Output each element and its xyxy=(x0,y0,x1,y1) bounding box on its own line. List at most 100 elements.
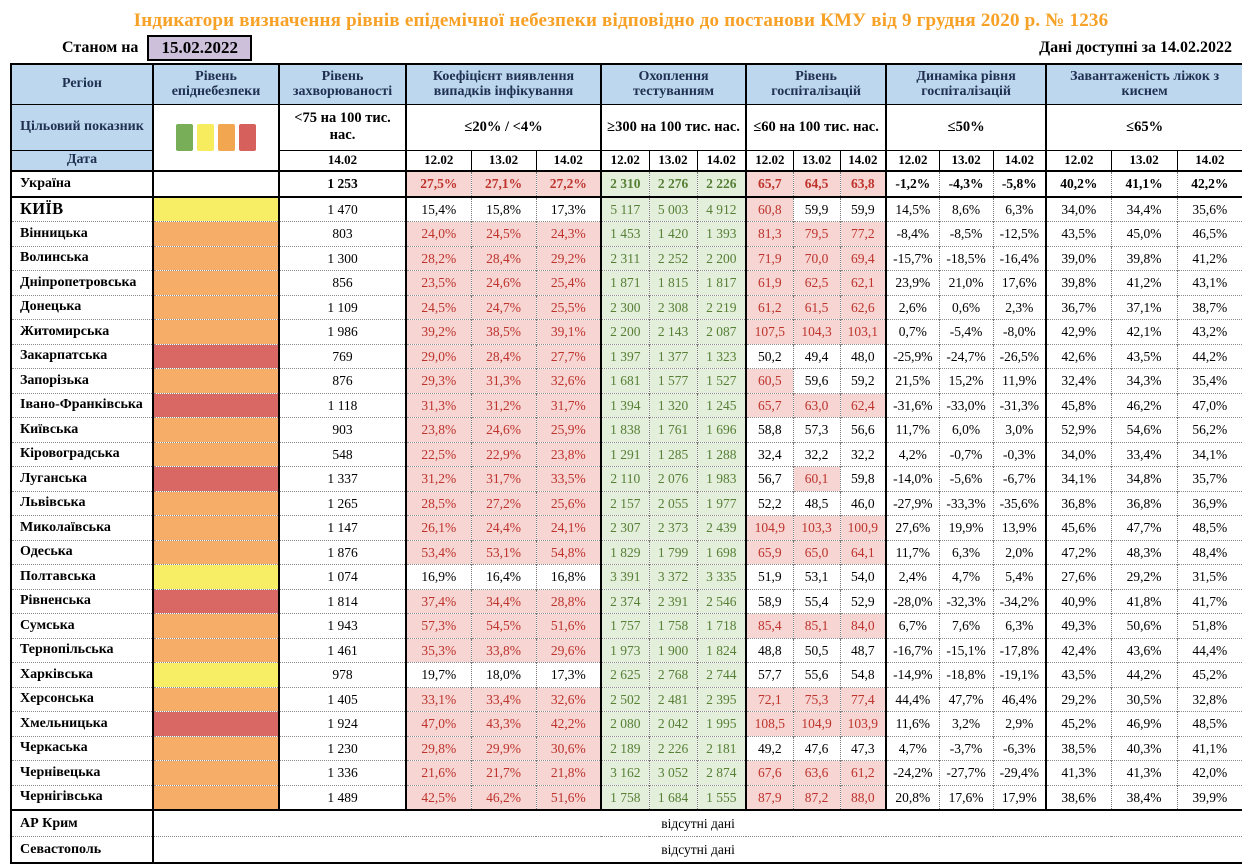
coef-cell: 16,9% xyxy=(405,564,471,589)
coef-cell: 51,6% xyxy=(535,784,602,810)
coef-cell: 29,0% xyxy=(405,343,471,369)
incidence-cell: 1 230 xyxy=(278,735,406,761)
beds-cell: 41,3% xyxy=(1110,760,1178,785)
beds-cell: 47,0% xyxy=(1176,392,1242,418)
coef-cell: 29,8% xyxy=(405,735,471,761)
test-cell: 1 718 xyxy=(696,613,747,638)
beds-cell: 39,0% xyxy=(1045,245,1112,271)
test-cell: 1 698 xyxy=(696,539,747,565)
dyn-cell: 4,7% xyxy=(885,735,940,761)
dyn-cell: 7,6% xyxy=(938,613,994,638)
dyn-cell: -32,3% xyxy=(938,588,994,614)
dyn-cell: 11,7% xyxy=(885,539,940,565)
beds-cell: 34,1% xyxy=(1045,466,1112,491)
hosp-cell: 103,3 xyxy=(792,515,841,540)
coef-cell: 39,1% xyxy=(535,319,602,344)
dyn-cell: -16,7% xyxy=(885,637,940,663)
dyn-cell: 19,9% xyxy=(938,515,994,540)
test-cell: 3 391 xyxy=(600,564,650,589)
table-row: Харківська 978 19,7% 18,0% 17,3% 2 625 2 768 2 … xyxy=(11,662,1242,687)
beds-cell: 41,8% xyxy=(1110,588,1178,614)
hosp-cell: 88,0 xyxy=(839,784,887,810)
dyn-cell: 14,5% xyxy=(885,196,940,222)
test-cell: 2 226 xyxy=(696,171,747,198)
page-title: Індикатори визначення рівнів епідемічної… xyxy=(133,10,1109,31)
incidence-cell: 1 986 xyxy=(278,319,406,344)
table-row: Чернігівська 1 489 42,5% 46,2% 51,6% 1 758 1 6… xyxy=(11,784,1242,810)
incidence-cell: 1 924 xyxy=(278,711,406,736)
hosp-cell: 59,9 xyxy=(839,196,887,222)
region-name: Чернівецька xyxy=(11,760,153,785)
beds-cell: 41,1% xyxy=(1176,735,1242,761)
coef-cell: 23,5% xyxy=(405,270,471,295)
region-name: Миколаївська xyxy=(11,515,153,540)
date-cell: 14.02 xyxy=(696,150,747,171)
hosp-cell: 72,1 xyxy=(745,686,794,712)
test-cell: 5 117 xyxy=(600,196,650,222)
test-cell: 2 502 xyxy=(600,686,650,712)
coef-cell: 24,7% xyxy=(470,294,536,320)
test-cell: 1 973 xyxy=(600,637,650,663)
target-hosp: ≤60 на 100 тис. нас. xyxy=(745,104,887,151)
coef-cell: 24,6% xyxy=(470,417,536,442)
coef-cell: 27,2% xyxy=(535,171,602,198)
dyn-cell: -6,3% xyxy=(992,735,1047,761)
dyn-cell: -14,0% xyxy=(885,466,940,491)
test-cell: 2 768 xyxy=(648,662,698,687)
date-cell: 13.02 xyxy=(792,150,841,171)
target-row-label: Цільовий показник xyxy=(11,104,153,151)
region-name: Тернопільська xyxy=(11,637,153,663)
test-cell: 3 335 xyxy=(696,564,747,589)
region-name: КИЇВ xyxy=(11,196,153,222)
test-cell: 2 310 xyxy=(600,171,650,198)
hosp-cell: 103,9 xyxy=(839,711,887,736)
beds-cell: 44,4% xyxy=(1176,637,1242,663)
risk-level-cell xyxy=(152,343,279,369)
coef-cell: 26,1% xyxy=(405,515,471,540)
test-cell: 2 219 xyxy=(696,294,747,320)
test-cell: 1 761 xyxy=(648,417,698,442)
hosp-cell: 63,8 xyxy=(839,171,887,198)
hosp-cell: 104,3 xyxy=(792,319,841,344)
hosp-cell: 46,0 xyxy=(839,490,887,516)
beds-cell: 35,4% xyxy=(1176,368,1242,393)
dyn-cell: -31,6% xyxy=(885,392,940,418)
table-row-no-data: АР Крим відсутні дані xyxy=(11,809,1242,837)
beds-cell: 34,1% xyxy=(1176,441,1242,467)
risk-level-cell xyxy=(152,564,279,589)
incidence-cell: 1 470 xyxy=(278,196,406,222)
coef-cell: 31,3% xyxy=(405,392,471,418)
incidence-cell: 1 461 xyxy=(278,637,406,663)
date-cell: 14.02 xyxy=(992,150,1047,171)
risk-level-cell xyxy=(152,613,279,638)
test-cell: 1 977 xyxy=(696,490,747,516)
test-cell: 2 042 xyxy=(648,711,698,736)
risk-legend-swatch xyxy=(218,123,235,151)
coef-cell: 17,3% xyxy=(535,196,602,222)
dyn-cell: -29,4% xyxy=(992,760,1047,785)
test-cell: 1 815 xyxy=(648,270,698,295)
coef-cell: 18,0% xyxy=(470,662,536,687)
beds-cell: 43,1% xyxy=(1176,270,1242,295)
hosp-cell: 67,6 xyxy=(745,760,794,785)
test-cell: 1 696 xyxy=(696,417,747,442)
coef-cell: 32,6% xyxy=(535,368,602,393)
dyn-cell: 6,3% xyxy=(938,539,994,565)
hosp-cell: 104,9 xyxy=(745,515,794,540)
beds-cell: 36,7% xyxy=(1045,294,1112,320)
test-cell: 2 300 xyxy=(600,294,650,320)
coef-cell: 23,8% xyxy=(405,417,471,442)
incidence-cell: 978 xyxy=(278,662,406,687)
beds-cell: 56,2% xyxy=(1176,417,1242,442)
beds-cell: 39,9% xyxy=(1176,784,1242,810)
hosp-cell: 58,8 xyxy=(745,417,794,442)
dyn-cell: -18,5% xyxy=(938,245,994,271)
hosp-cell: 103,1 xyxy=(839,319,887,344)
test-cell: 1 291 xyxy=(600,441,650,467)
risk-level-cell xyxy=(152,392,279,418)
hosp-cell: 87,9 xyxy=(745,784,794,810)
beds-cell: 41,2% xyxy=(1176,245,1242,271)
hosp-cell: 62,5 xyxy=(792,270,841,295)
test-cell: 1 757 xyxy=(600,613,650,638)
dyn-cell: 46,4% xyxy=(992,686,1047,712)
